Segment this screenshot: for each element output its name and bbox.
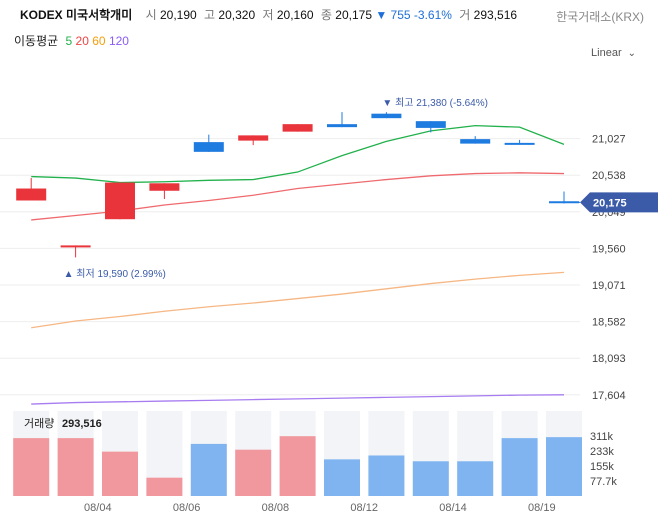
close-value: 20,175 — [335, 8, 372, 22]
open-value: 20,190 — [159, 8, 197, 22]
high-value: 20,320 — [218, 8, 256, 22]
date-tick-label: 08/08 — [262, 502, 290, 514]
current-price-tag — [580, 192, 658, 213]
volume-bar — [279, 436, 316, 496]
candle-body — [327, 124, 357, 128]
ma-legend-item[interactable]: 5 — [65, 34, 73, 48]
chart-header: KODEX 미국서학개미 시 20,190 고 20,320 저 20,160 … — [0, 0, 658, 30]
volume-bar — [235, 449, 272, 496]
candle-body — [371, 113, 402, 119]
volume-label: 거 — [459, 8, 471, 22]
scale-selector[interactable]: Linear ⌄ — [591, 47, 636, 59]
open-label: 시 — [145, 8, 157, 22]
candle-body — [415, 121, 446, 128]
candle-body — [105, 182, 135, 220]
price-tick-label: 19,560 — [592, 243, 626, 255]
volume-tick-label: 77.7k — [590, 476, 617, 488]
close-label: 종 — [320, 8, 332, 22]
ma60-line — [31, 271, 565, 329]
volume-bar — [501, 438, 538, 496]
price-tick-label: 17,604 — [592, 390, 626, 402]
current-price-label: 20,175 — [593, 197, 627, 209]
low-annotation: ▲ 최저 19,590 (2.99%) — [64, 268, 166, 280]
price-tick-label: 18,093 — [592, 353, 626, 365]
candle-body — [193, 142, 224, 152]
date-tick-label: 08/12 — [350, 502, 378, 514]
price-tick-label: 20,538 — [592, 170, 626, 182]
candle-body — [238, 135, 269, 141]
candle-body — [282, 124, 313, 132]
volume-title: 거래량 — [24, 417, 54, 430]
quote-summary: KODEX 미국서학개미 시 20,190 고 20,320 저 20,160 … — [20, 6, 517, 23]
volume-bar — [546, 437, 582, 496]
high-annotation: ▼ 최고 21,380 (-5.64%) — [382, 97, 488, 109]
ticker-name: KODEX 미국서학개미 — [20, 8, 133, 22]
candle-body — [504, 142, 535, 145]
volume-bar — [190, 443, 227, 496]
volume-bar — [102, 451, 138, 496]
candle-body — [60, 245, 91, 248]
price-tick-label: 19,071 — [592, 280, 626, 292]
volume-bar — [457, 461, 494, 496]
volume-tick-label: 233k — [590, 446, 614, 458]
ma-legend: 이동평균 5 20 60 120 — [14, 32, 129, 49]
ma120-line — [31, 394, 565, 405]
volume-bar — [324, 459, 360, 496]
date-tick-label: 08/04 — [84, 502, 112, 514]
low-label: 저 — [262, 8, 274, 22]
low-value: 20,160 — [276, 8, 314, 22]
price-tick-label: 21,027 — [592, 134, 626, 146]
date-tick-label: 08/19 — [528, 502, 556, 514]
candle-body — [549, 201, 579, 204]
candle-body — [149, 183, 180, 191]
candle-body — [16, 188, 47, 201]
chevron-down-icon: ⌄ — [627, 48, 636, 59]
ma-legend-item[interactable]: 20 — [75, 34, 89, 48]
volume-bar — [57, 438, 94, 496]
volume-current: 293,516 — [62, 418, 102, 430]
volume-value: 293,516 — [473, 8, 518, 22]
volume-bar — [13, 438, 50, 496]
volume-bar — [146, 477, 183, 496]
ma-legend-title: 이동평균 — [14, 34, 59, 48]
volume-tick-label: 155k — [590, 461, 614, 473]
volume-tick-label: 311k — [590, 431, 614, 443]
candle-body — [460, 139, 491, 144]
price-tick-label: 18,582 — [592, 317, 626, 329]
date-tick-label: 08/06 — [173, 502, 201, 514]
date-tick-label: 08/14 — [439, 502, 467, 514]
change-value: ▼ 755 -3.61% — [375, 8, 452, 22]
ma-legend-item[interactable]: 60 — [92, 34, 106, 48]
ma-legend-item[interactable]: 120 — [108, 34, 129, 48]
scale-label: Linear — [591, 47, 622, 59]
volume-bar — [368, 455, 405, 496]
high-label: 고 — [204, 8, 216, 22]
exchange-label: 한국거래소(KRX) — [556, 10, 644, 24]
volume-bar — [412, 461, 449, 496]
